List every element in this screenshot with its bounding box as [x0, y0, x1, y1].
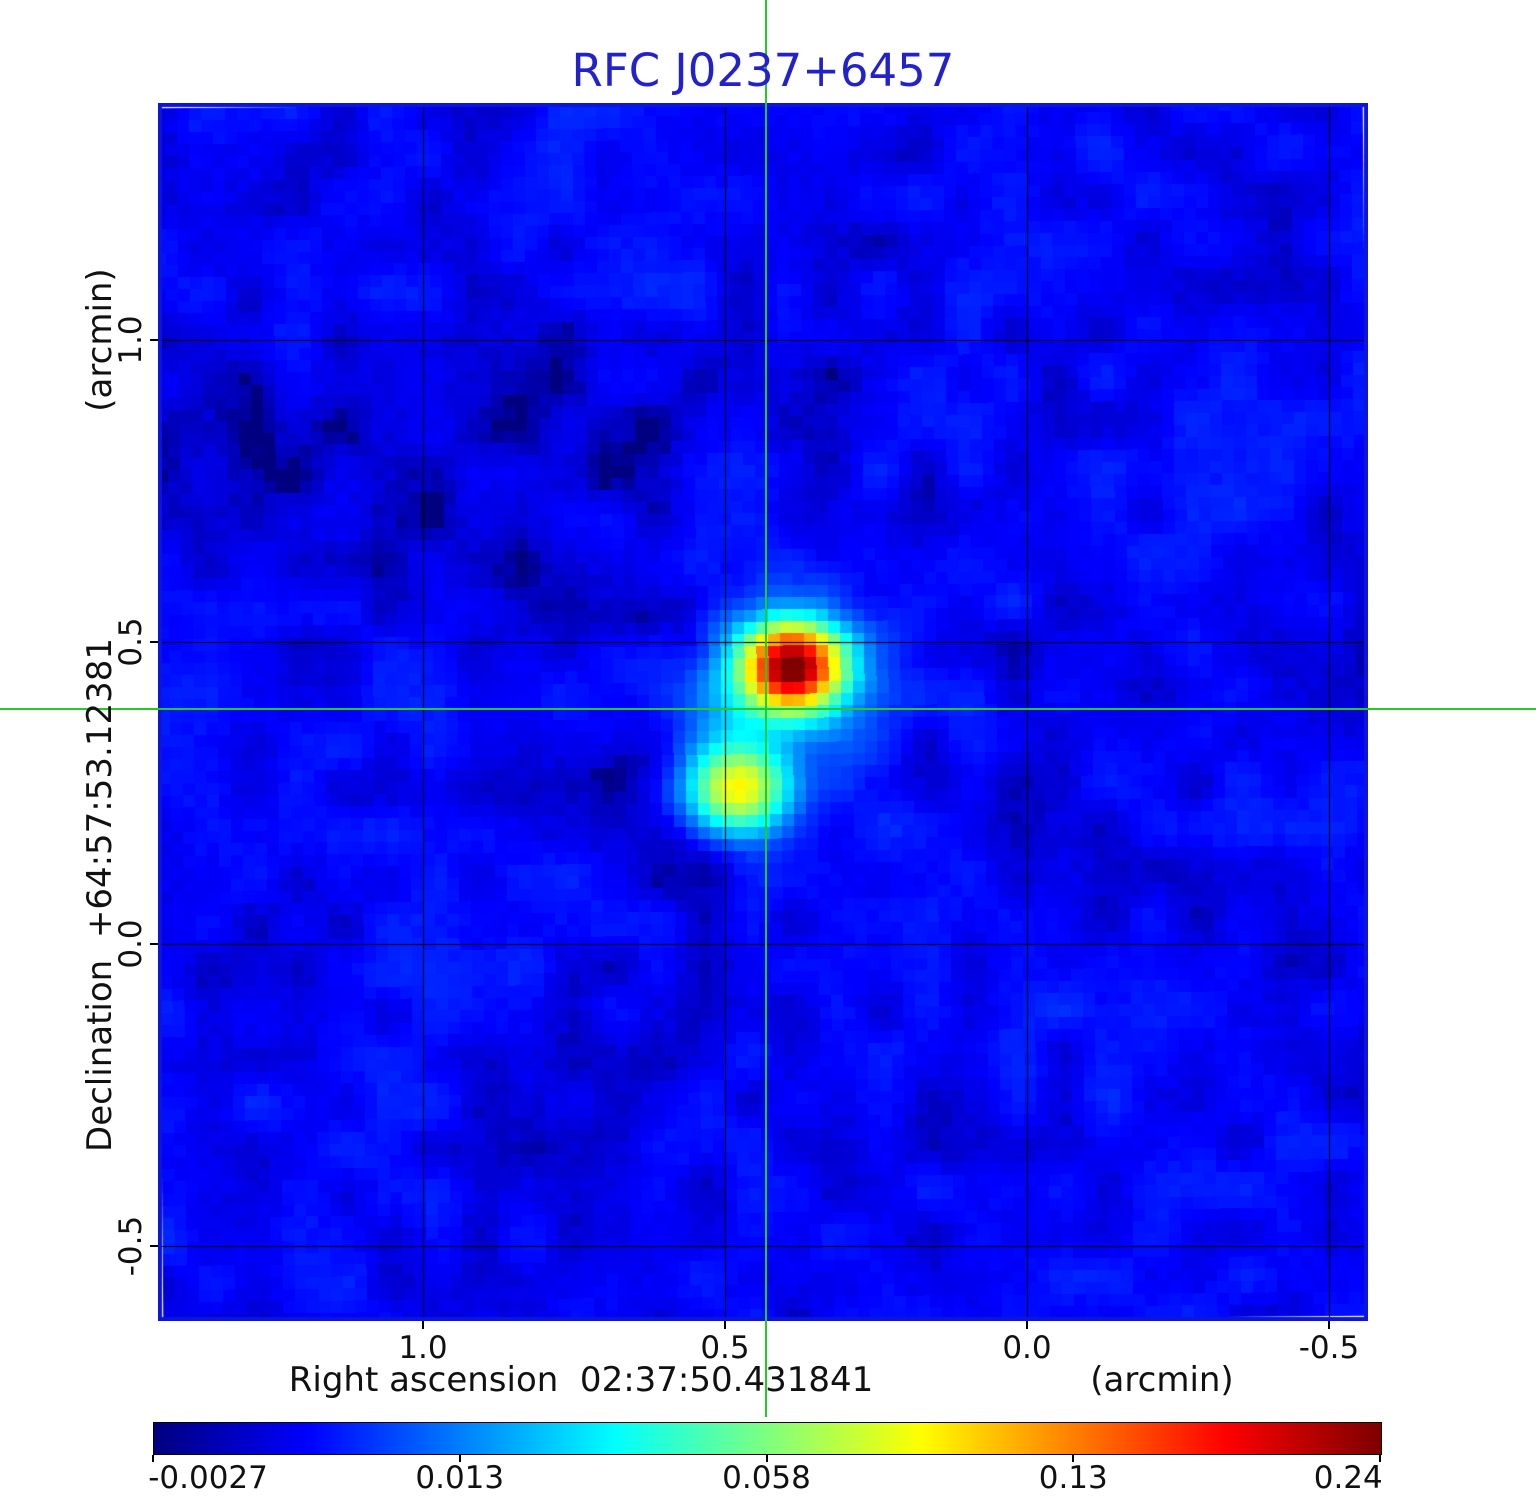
tick-mark	[723, 1321, 726, 1329]
x-tick-label: -0.5	[1298, 1330, 1360, 1366]
colorbar-canvas	[153, 1422, 1382, 1455]
colorbar-tick-label: 0.13	[1038, 1460, 1108, 1496]
crosshair-horizontal-line	[0, 708, 1536, 711]
x-tick-label: 0.0	[1002, 1330, 1052, 1366]
tick-mark	[765, 1455, 768, 1462]
x-tick-label: 1.0	[398, 1330, 448, 1366]
tick-mark	[152, 1455, 154, 1462]
tick-mark	[1072, 1455, 1075, 1462]
tick-mark	[1327, 1321, 1330, 1329]
sky-map-canvas	[158, 103, 1368, 1321]
colorbar-tick-label: 0.24	[1313, 1460, 1383, 1496]
tick-mark	[150, 942, 158, 945]
tick-mark	[1379, 1455, 1381, 1462]
y-axis-label: Declination +64:57:53.12381	[80, 638, 120, 1152]
tick-mark	[421, 1321, 424, 1329]
x-axis-label: Right ascension 02:37:50.431841	[288, 1360, 874, 1400]
tick-mark	[458, 1455, 461, 1462]
colorbar-tick-label: -0.0027	[148, 1460, 268, 1496]
colorbar-tick-label: 0.058	[722, 1460, 811, 1496]
x-axis-unit: (arcmin)	[1090, 1360, 1234, 1400]
tick-mark	[150, 640, 158, 643]
tick-mark	[150, 1244, 158, 1247]
y-tick-label: -0.5	[113, 1215, 149, 1277]
colorbar-tick-label: 0.013	[415, 1460, 505, 1496]
tick-mark	[150, 339, 158, 341]
plot-title: RFC J0237+6457	[571, 44, 955, 97]
tick-mark	[1025, 1321, 1028, 1329]
y-axis-unit: (arcmin)	[80, 268, 120, 412]
x-tick-label: 0.5	[700, 1330, 750, 1366]
